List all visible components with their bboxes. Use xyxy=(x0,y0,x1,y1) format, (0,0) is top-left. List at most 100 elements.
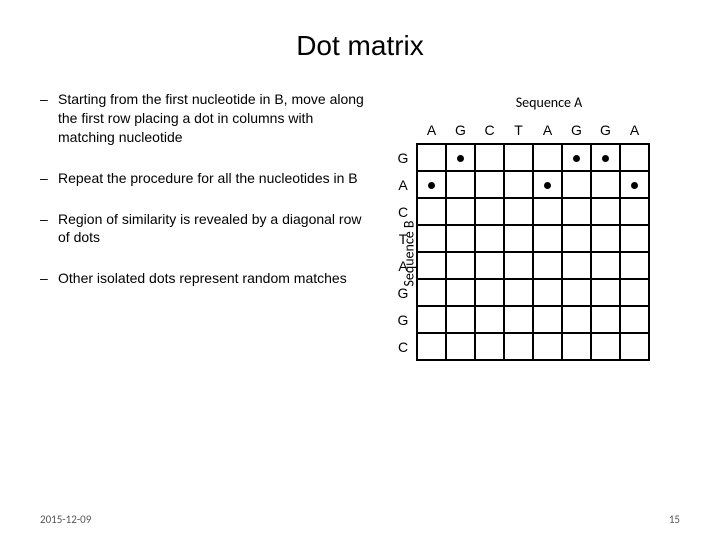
empty-cell xyxy=(475,171,504,198)
empty-cell xyxy=(533,279,562,306)
bullet-text: Repeat the procedure for all the nucleot… xyxy=(58,169,366,188)
table-row xyxy=(417,306,649,333)
dot-cell xyxy=(562,144,591,171)
bullet-text: Starting from the first nucleotide in B,… xyxy=(58,90,366,147)
empty-cell xyxy=(504,225,533,252)
empty-cell xyxy=(475,333,504,360)
empty-cell xyxy=(446,333,475,360)
bullet-dash: – xyxy=(40,90,58,147)
grid-wrap: G A C T A G G C A G C T A G xyxy=(390,117,680,361)
table-row xyxy=(417,279,649,306)
empty-cell xyxy=(417,306,446,333)
empty-cell xyxy=(533,225,562,252)
dot-cell xyxy=(417,171,446,198)
empty-cell xyxy=(417,144,446,171)
col-header: C xyxy=(475,117,504,144)
empty-cell xyxy=(446,252,475,279)
row-header: A xyxy=(390,171,416,198)
footer: 2015-12-09 15 xyxy=(40,513,680,526)
bullet-item: – Other isolated dots represent random m… xyxy=(40,269,366,288)
footer-date: 2015-12-09 xyxy=(40,513,91,526)
empty-cell xyxy=(620,306,649,333)
col-header: A xyxy=(620,117,649,144)
table-row xyxy=(417,171,649,198)
empty-cell xyxy=(417,279,446,306)
empty-cell xyxy=(475,279,504,306)
bullet-item: – Starting from the first nucleotide in … xyxy=(40,90,366,147)
empty-cell xyxy=(504,333,533,360)
col-header: G xyxy=(446,117,475,144)
dot-cell xyxy=(591,144,620,171)
empty-cell xyxy=(417,333,446,360)
empty-cell xyxy=(504,279,533,306)
empty-cell xyxy=(417,198,446,225)
empty-cell xyxy=(446,171,475,198)
empty-cell xyxy=(591,252,620,279)
row-header: C xyxy=(390,333,416,360)
empty-cell xyxy=(533,252,562,279)
empty-cell xyxy=(446,306,475,333)
dot-cell xyxy=(533,171,562,198)
empty-cell xyxy=(620,333,649,360)
empty-cell xyxy=(591,198,620,225)
empty-cell xyxy=(591,225,620,252)
dot-matrix-table: A G C T A G G A xyxy=(416,117,650,361)
empty-cell xyxy=(562,279,591,306)
table-row xyxy=(417,252,649,279)
slide-title: Dot matrix xyxy=(40,30,680,62)
bullet-item: – Repeat the procedure for all the nucle… xyxy=(40,169,366,188)
empty-cell xyxy=(620,252,649,279)
empty-cell xyxy=(417,225,446,252)
empty-cell xyxy=(620,198,649,225)
empty-cell xyxy=(446,279,475,306)
empty-cell xyxy=(417,252,446,279)
table-row xyxy=(417,225,649,252)
empty-cell xyxy=(562,171,591,198)
empty-cell xyxy=(620,225,649,252)
empty-cell xyxy=(562,198,591,225)
sequence-a-label: Sequence A xyxy=(418,94,680,111)
col-header-row: A G C T A G G A xyxy=(417,117,649,144)
empty-cell xyxy=(475,252,504,279)
empty-cell xyxy=(446,225,475,252)
empty-cell xyxy=(446,198,475,225)
col-header: A xyxy=(533,117,562,144)
sequence-b-label: Sequence B xyxy=(401,220,418,286)
dot-icon xyxy=(457,155,464,162)
dot-icon xyxy=(544,182,551,189)
empty-cell xyxy=(562,333,591,360)
empty-cell xyxy=(591,306,620,333)
empty-cell xyxy=(591,333,620,360)
dot-icon xyxy=(428,182,435,189)
bullet-list: – Starting from the first nucleotide in … xyxy=(40,90,366,310)
dot-icon xyxy=(602,155,609,162)
empty-cell xyxy=(591,171,620,198)
col-header: A xyxy=(417,117,446,144)
bullet-text: Region of similarity is revealed by a di… xyxy=(58,210,366,248)
empty-cell xyxy=(504,171,533,198)
empty-cell xyxy=(475,198,504,225)
table-row xyxy=(417,198,649,225)
empty-cell xyxy=(591,279,620,306)
empty-cell xyxy=(533,144,562,171)
slide: Dot matrix – Starting from the first nuc… xyxy=(0,0,720,540)
empty-cell xyxy=(562,252,591,279)
bullet-dash: – xyxy=(40,210,58,248)
dot-cell xyxy=(446,144,475,171)
col-header: T xyxy=(504,117,533,144)
empty-cell xyxy=(504,144,533,171)
col-header: G xyxy=(562,117,591,144)
dot-icon xyxy=(573,155,580,162)
matrix-area: Sequence A Sequence B G A C T A G G C A … xyxy=(390,90,680,361)
bullet-dash: – xyxy=(40,269,58,288)
col-header: G xyxy=(591,117,620,144)
bullet-item: – Region of similarity is revealed by a … xyxy=(40,210,366,248)
table-row xyxy=(417,144,649,171)
bullet-text: Other isolated dots represent random mat… xyxy=(58,269,366,288)
empty-cell xyxy=(533,333,562,360)
empty-cell xyxy=(475,306,504,333)
table-row xyxy=(417,333,649,360)
dot-cell xyxy=(620,171,649,198)
empty-cell xyxy=(504,252,533,279)
empty-cell xyxy=(504,306,533,333)
